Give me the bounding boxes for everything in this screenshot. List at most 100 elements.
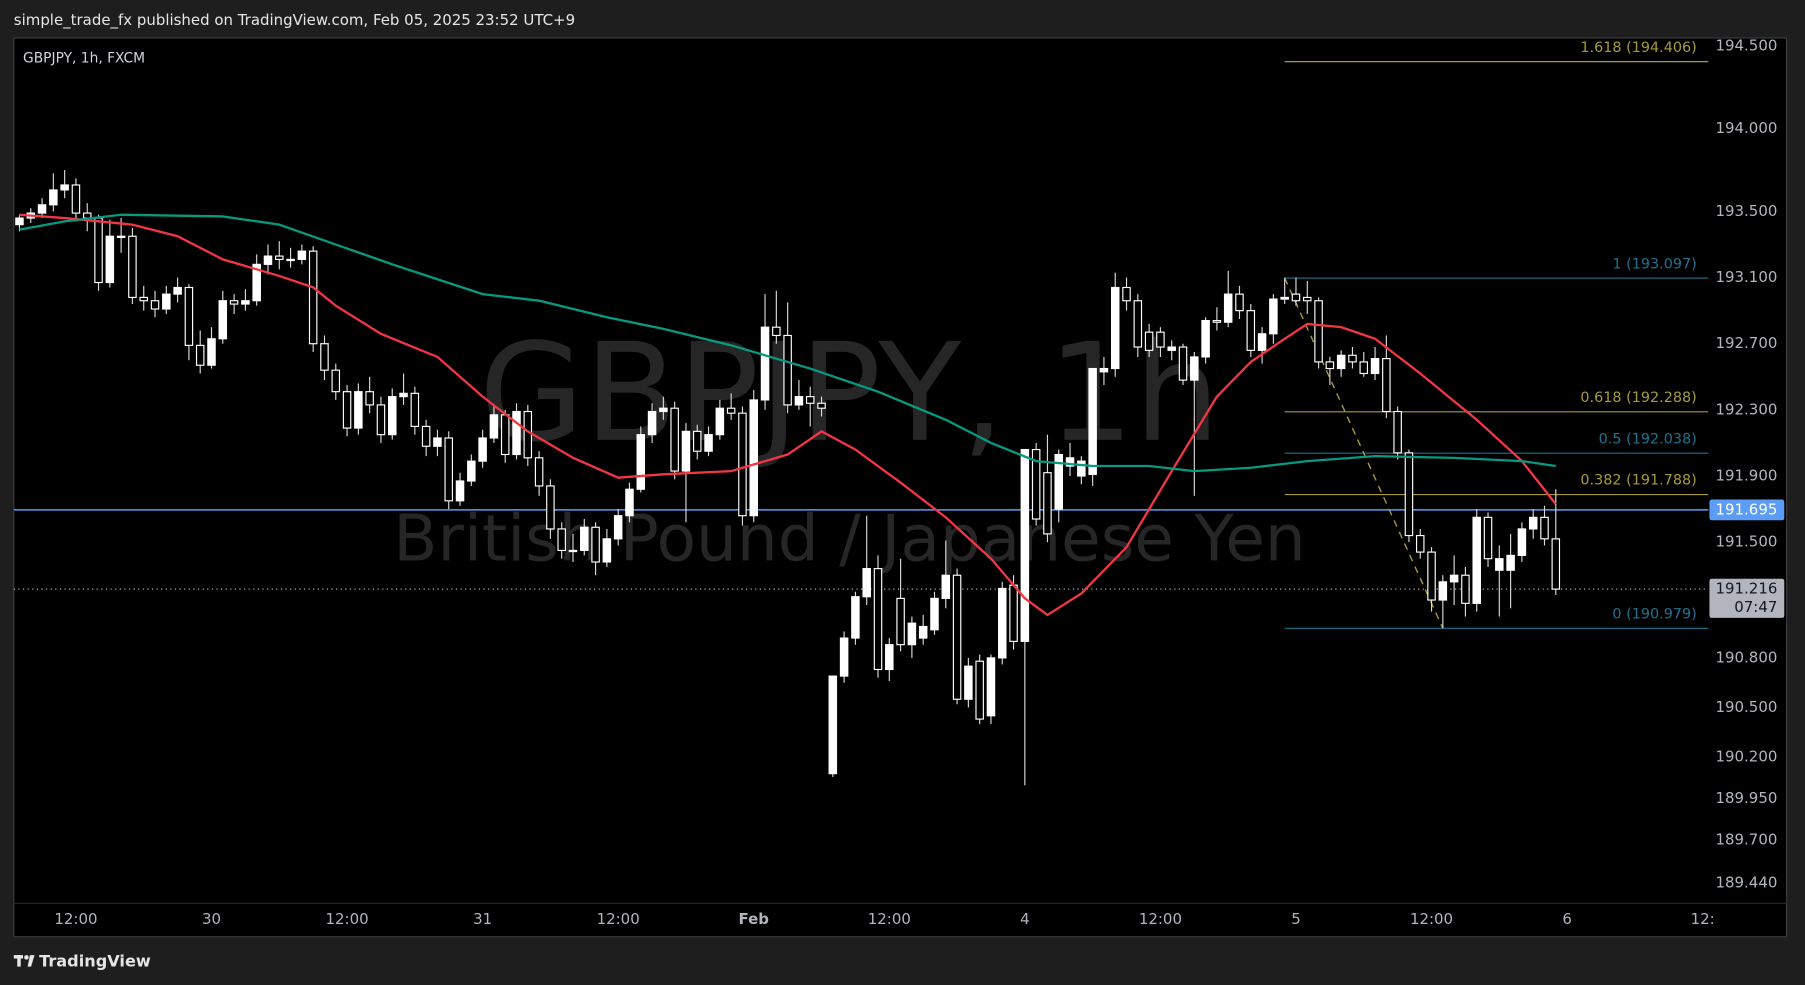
candle-body <box>546 485 555 530</box>
candle-body <box>817 402 826 409</box>
candle-body <box>1540 516 1549 540</box>
candle-body <box>421 425 431 447</box>
candle-body <box>1551 538 1561 590</box>
candle-body <box>275 255 284 260</box>
y-tick-label: 192.700 <box>1716 334 1778 352</box>
candle-body <box>1393 410 1402 454</box>
candle-body <box>1167 346 1176 351</box>
candle-body <box>1314 300 1323 363</box>
x-tick-label: 12:00 <box>326 910 369 928</box>
candle-body <box>636 434 646 490</box>
fib-level-label: 0.5 (192.038) <box>1599 431 1697 447</box>
candle-body <box>365 391 374 406</box>
candle-body <box>794 396 804 406</box>
x-tick-label: 12:00 <box>597 910 640 928</box>
candle-body <box>94 217 103 284</box>
candle-body <box>241 300 250 305</box>
candle-body <box>512 410 521 456</box>
candle-body <box>1359 361 1369 375</box>
candle-body <box>489 414 499 439</box>
fib-level-label: 0.618 (192.288) <box>1580 390 1696 406</box>
candle-body <box>1495 558 1504 571</box>
x-tick-label: 4 <box>1020 910 1030 928</box>
x-tick-label: 12:00 <box>868 910 911 928</box>
candle-body <box>760 326 770 401</box>
candle-body <box>1517 528 1527 556</box>
candle-body <box>1291 293 1301 302</box>
candle-body <box>297 250 307 260</box>
candle-body <box>1223 293 1233 323</box>
candle-body <box>1122 286 1131 302</box>
candle-body <box>1246 310 1256 351</box>
candle-body <box>1235 293 1244 312</box>
candle-body <box>128 235 137 298</box>
candle-body <box>331 369 341 393</box>
candle-body <box>1382 358 1391 413</box>
candle-body <box>1190 356 1199 381</box>
candle-body <box>286 258 295 262</box>
candle-body <box>918 625 928 639</box>
y-tick-label: 193.100 <box>1716 268 1778 286</box>
candle-body <box>862 568 871 598</box>
candle-body <box>500 414 510 456</box>
logo-part <box>17 955 21 967</box>
candle-body <box>1065 457 1075 467</box>
publish-header: simple_trade_fx published on TradingView… <box>14 11 575 30</box>
candle-body <box>896 597 905 646</box>
candle-body <box>534 457 544 487</box>
candle-body <box>342 391 352 429</box>
fib-level-label: 0.382 (191.788) <box>1580 473 1696 489</box>
x-tick-label: 30 <box>202 910 221 928</box>
candle-body <box>444 437 453 502</box>
candle-body <box>692 430 702 452</box>
candle-body <box>591 526 600 563</box>
candle-body <box>1404 452 1414 537</box>
candle-body <box>1257 333 1267 351</box>
candle-body <box>613 515 623 540</box>
candle-body <box>1144 331 1154 351</box>
candle-body <box>263 255 273 265</box>
candle-body <box>150 300 160 310</box>
candle-body <box>783 334 792 406</box>
candle-body <box>71 184 81 214</box>
plot-area: GBPJPY, 1h British Pound / Japanese Yen 19… <box>13 37 1785 928</box>
candle-body <box>410 392 420 427</box>
candle-body <box>975 660 984 720</box>
y-tick-label: 191.500 <box>1716 533 1778 551</box>
candle-body <box>207 338 216 366</box>
candle-body <box>907 622 917 646</box>
candle-body <box>433 437 442 447</box>
candle-body <box>1212 319 1222 323</box>
candle-body <box>1449 574 1459 583</box>
candle-body <box>1303 296 1312 302</box>
candle-body <box>1178 346 1188 381</box>
y-tick-label: 190.200 <box>1716 748 1778 766</box>
watermark-symbol: GBPJPY, 1h <box>479 315 1220 473</box>
logo-part <box>27 955 35 967</box>
candle-body <box>726 407 736 414</box>
candle-body <box>1438 581 1448 601</box>
y-tick-label: 194.000 <box>1716 119 1778 137</box>
candle-body <box>659 407 668 413</box>
candle-body <box>839 637 849 677</box>
candle-body <box>1415 534 1425 553</box>
candle-body <box>1201 319 1210 358</box>
moving-average-line <box>19 213 1557 617</box>
candle-body <box>1133 300 1143 348</box>
candle-body <box>964 665 973 700</box>
candle-body <box>184 286 194 346</box>
tv-logo-icon <box>13 955 35 967</box>
candle-body <box>1427 551 1436 601</box>
candle-body <box>986 657 996 717</box>
candle-body <box>1528 516 1538 530</box>
candle-body <box>455 480 465 502</box>
candle-body <box>467 460 476 482</box>
symbol-label: GBPJPY, 1h, FXCM <box>23 51 145 67</box>
x-tick-label: 12: <box>1691 910 1715 928</box>
candle-body <box>580 526 589 551</box>
candle-body <box>229 300 239 305</box>
candle-body <box>738 412 747 517</box>
candle-body <box>1088 367 1097 475</box>
x-tick-label: 5 <box>1291 910 1301 928</box>
x-tick-label: 6 <box>1562 910 1572 928</box>
